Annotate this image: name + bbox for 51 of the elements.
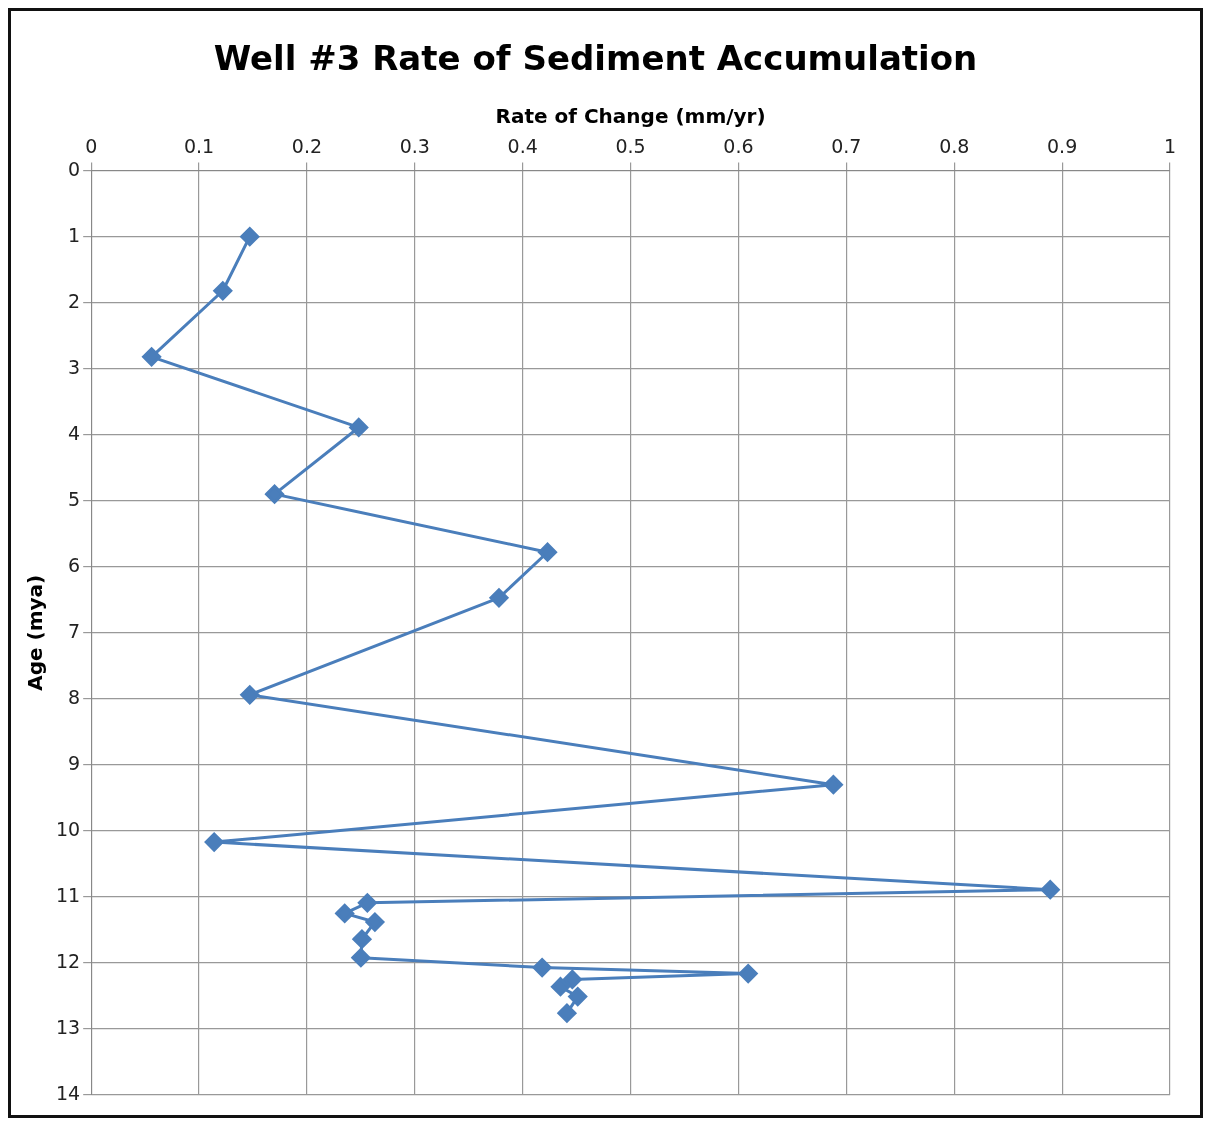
y-tick-label: 12 bbox=[55, 949, 81, 972]
y-tick-label: 0 bbox=[68, 157, 81, 180]
point bbox=[213, 281, 233, 301]
y-axis-title: Age (mya) bbox=[23, 574, 48, 691]
point bbox=[204, 832, 224, 852]
point bbox=[489, 588, 509, 608]
x-tick-label: 0.7 bbox=[831, 135, 862, 158]
y-tick-label: 7 bbox=[68, 619, 81, 642]
point bbox=[562, 969, 582, 989]
y-tick-label: 8 bbox=[68, 685, 81, 708]
point bbox=[335, 903, 355, 923]
x-tick-label: 0.4 bbox=[507, 135, 538, 158]
x-tick-label: 0 bbox=[85, 135, 98, 158]
x-tick-label: 0.8 bbox=[939, 135, 970, 158]
x-tick-label: 0.5 bbox=[615, 135, 646, 158]
point bbox=[538, 542, 558, 562]
y-tick-label: 2 bbox=[68, 289, 81, 312]
x-tick-label: 0.6 bbox=[723, 135, 754, 158]
y-tick-label: 1 bbox=[68, 223, 81, 246]
x-tick-label: 0.1 bbox=[183, 135, 215, 158]
point bbox=[349, 417, 369, 437]
point bbox=[352, 929, 372, 949]
y-tick-label: 3 bbox=[68, 355, 81, 378]
point bbox=[351, 948, 371, 968]
y-tick-label: 11 bbox=[55, 883, 81, 906]
y-tick-label: 14 bbox=[55, 1081, 81, 1104]
point bbox=[823, 775, 843, 795]
point bbox=[240, 685, 260, 705]
point bbox=[550, 977, 570, 997]
y-tick-label: 9 bbox=[68, 751, 81, 774]
y-tick-label: 4 bbox=[68, 421, 81, 444]
point bbox=[738, 964, 758, 984]
y-tick-label: 5 bbox=[68, 487, 81, 510]
point bbox=[142, 347, 162, 367]
chart-title: Well #3 Rate of Sediment Accumulation bbox=[213, 38, 978, 79]
point bbox=[365, 912, 385, 932]
point bbox=[265, 484, 285, 504]
point bbox=[568, 987, 588, 1007]
y-tick-label: 6 bbox=[68, 553, 81, 576]
y-tick-label: 10 bbox=[55, 817, 81, 840]
point bbox=[357, 893, 377, 913]
x-tick-label: 1 bbox=[1163, 135, 1177, 158]
x-tick-label: 0.2 bbox=[291, 135, 323, 158]
point bbox=[240, 227, 260, 247]
x-axis-title: Rate of Change (mm/yr) bbox=[495, 104, 766, 128]
x-tick-label: 0.3 bbox=[399, 135, 430, 158]
point bbox=[557, 1003, 577, 1023]
point bbox=[532, 958, 552, 978]
point bbox=[1040, 880, 1060, 900]
x-tick-label: 0.9 bbox=[1047, 135, 1078, 158]
y-tick-label: 13 bbox=[55, 1015, 81, 1038]
